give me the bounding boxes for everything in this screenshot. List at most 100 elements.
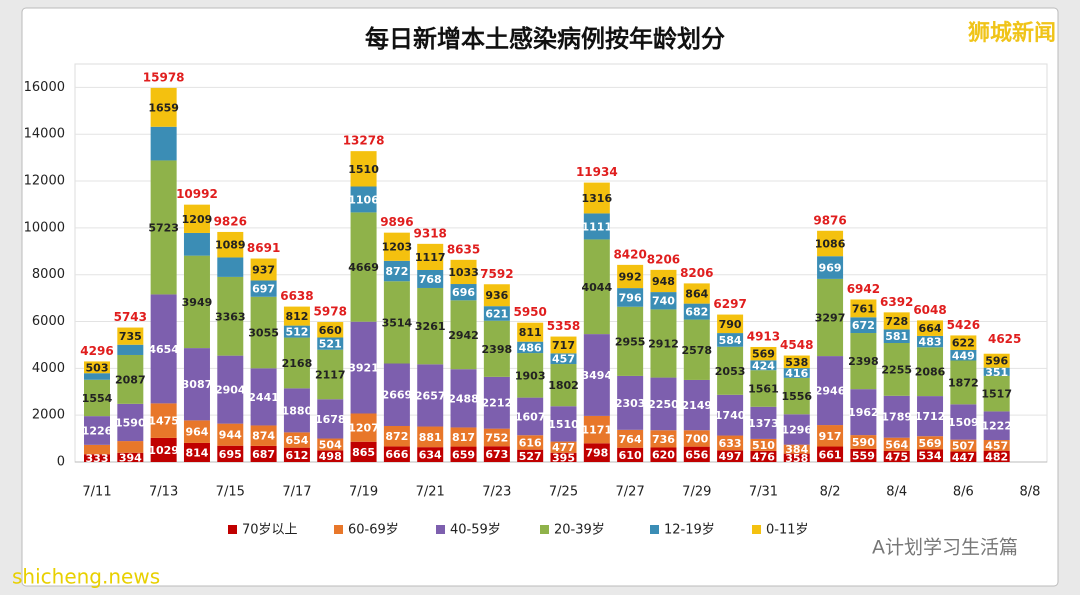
data-label: 2255 — [881, 363, 912, 376]
bar-segment — [383, 281, 410, 364]
x-tick-label: 7/27 — [616, 485, 645, 500]
data-label: 4669 — [348, 261, 379, 274]
total-label: 10992 — [176, 187, 218, 201]
bar-segment — [850, 299, 877, 318]
data-label: 814 — [185, 446, 208, 459]
data-label: 2303 — [615, 397, 646, 410]
data-label: 695 — [219, 448, 242, 461]
data-label: 3087 — [182, 378, 213, 391]
bar-segment — [517, 322, 544, 342]
bar-segment — [717, 314, 744, 334]
data-label: 457 — [985, 439, 1008, 452]
bar-segment — [250, 258, 277, 281]
data-label: 1659 — [148, 101, 179, 114]
bar-segment — [750, 438, 777, 451]
total-label: 5358 — [547, 319, 580, 333]
bar-segment — [583, 213, 610, 240]
bar-segment — [783, 414, 810, 445]
y-tick-label: 4000 — [32, 361, 65, 376]
data-label: 2149 — [681, 399, 712, 412]
x-tick-label: 7/31 — [749, 485, 778, 500]
bar-segment — [650, 269, 677, 293]
bar-segment — [583, 443, 610, 462]
bar-segment — [117, 441, 144, 453]
total-label: 4625 — [988, 332, 1021, 346]
bar-segment — [117, 327, 144, 345]
bar-segment — [217, 231, 244, 258]
data-label: 740 — [652, 295, 675, 308]
bar-segment — [883, 329, 910, 343]
data-label: 2669 — [382, 389, 413, 402]
bar-segment — [750, 370, 777, 407]
bar-segment — [483, 376, 510, 429]
bar-segment — [883, 437, 910, 451]
bar-segment — [317, 337, 344, 350]
bar-segment — [717, 450, 744, 462]
data-label: 449 — [952, 349, 975, 362]
data-label: 2086 — [915, 366, 946, 379]
total-label: 13278 — [343, 134, 385, 148]
bar-segment — [950, 360, 977, 405]
bar-segment — [850, 317, 877, 334]
data-label: 1712 — [915, 410, 946, 423]
data-label: 881 — [419, 431, 442, 444]
data-label: 917 — [819, 430, 842, 443]
bar-segment — [183, 255, 210, 349]
x-tick-label: 7/19 — [349, 485, 378, 500]
bar-segment — [883, 450, 910, 462]
data-label: 527 — [519, 450, 542, 463]
data-label: 503 — [86, 361, 109, 374]
data-label: 872 — [385, 265, 408, 278]
bar-segment — [317, 438, 344, 451]
data-label: 1962 — [848, 406, 879, 419]
data-label: 1203 — [382, 241, 413, 254]
data-label: 569 — [752, 348, 775, 361]
y-tick-label: 12000 — [24, 174, 65, 189]
data-label: 2398 — [848, 355, 879, 368]
bar-segment — [617, 375, 644, 430]
data-label: 682 — [685, 306, 708, 319]
x-tick-label: 7/17 — [282, 485, 311, 500]
bar-segment — [417, 287, 444, 365]
data-label: 1086 — [815, 237, 846, 250]
total-label: 5978 — [314, 305, 347, 319]
bar-segment — [783, 355, 810, 369]
data-label: 696 — [452, 286, 475, 299]
data-label: 1029 — [148, 444, 179, 457]
bar-segment — [117, 354, 144, 404]
bar-segment — [117, 344, 144, 355]
data-label: 664 — [919, 322, 942, 335]
data-label: 3494 — [582, 369, 613, 382]
bar-segment — [883, 342, 910, 396]
bar-segment — [84, 444, 110, 455]
data-label: 936 — [485, 289, 508, 302]
total-label: 4913 — [747, 329, 780, 343]
bar-segment — [183, 204, 210, 233]
bar-segment — [983, 367, 1010, 376]
data-label: 3514 — [382, 316, 413, 329]
bar-segment — [817, 425, 844, 447]
bar-segment — [217, 257, 244, 277]
data-label: 620 — [652, 449, 675, 462]
legend-label: 60-69岁 — [348, 523, 399, 538]
x-tick-label: 7/21 — [416, 485, 445, 500]
total-label: 8206 — [680, 266, 713, 280]
data-label: 659 — [452, 448, 475, 461]
bar-segment — [517, 449, 544, 462]
data-label: 498 — [319, 450, 342, 463]
bar-segment — [150, 294, 177, 404]
data-label: 672 — [852, 319, 875, 332]
bar-segment — [817, 230, 844, 257]
bar-segment — [283, 388, 310, 433]
bar-segment — [350, 413, 377, 442]
data-label: 1111 — [582, 220, 613, 233]
data-label: 768 — [419, 273, 442, 286]
x-tick-label: 7/23 — [482, 485, 511, 500]
bar-segment — [717, 333, 744, 347]
bar-segment — [483, 320, 510, 377]
data-label: 697 — [252, 283, 275, 296]
total-label: 9318 — [414, 226, 447, 240]
bar-segment — [283, 447, 310, 462]
total-label: 9896 — [380, 215, 413, 229]
